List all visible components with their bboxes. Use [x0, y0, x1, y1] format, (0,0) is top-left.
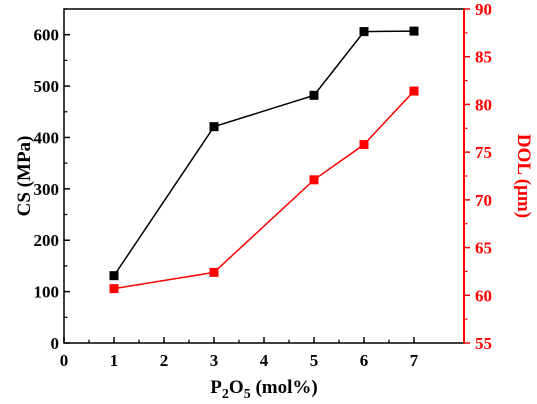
x-axis-label: P2O5 (mol%)	[210, 377, 317, 402]
cs-series-line	[113, 30, 415, 277]
series-layer	[109, 26, 419, 294]
y-left-tick-label: 400	[34, 128, 60, 147]
plot-frame	[63, 8, 465, 344]
y-left-axis-label: CS (MPa)	[14, 136, 35, 217]
y-right-tick-label: 90	[475, 0, 492, 19]
x-tick-label: 5	[310, 351, 319, 370]
y-left-tick-label: 200	[34, 231, 60, 250]
cs-data-point	[309, 90, 319, 100]
dol-data-point	[359, 140, 369, 150]
y-right-axis-label: DOL (μm)	[513, 134, 534, 218]
y-right-tick-label: 55	[475, 334, 492, 353]
cs-data-point	[209, 122, 219, 132]
cs-data-point	[359, 27, 369, 37]
y-left-tick-label: 600	[34, 26, 60, 45]
y-left-tick-label: 500	[34, 77, 60, 96]
y-right-tick-label: 60	[475, 286, 492, 305]
y-right-tick-label: 70	[475, 191, 492, 210]
x-tick-label: 1	[110, 351, 119, 370]
y-right-tick-label: 85	[475, 48, 492, 67]
x-axis-label-base: P	[210, 377, 222, 398]
x-axis-label-mid: O	[229, 377, 244, 398]
dol-data-point	[209, 267, 219, 277]
x-tick-label: 3	[210, 351, 219, 370]
cs-data-point	[409, 26, 419, 36]
x-axis-label-sub1: 2	[222, 387, 229, 402]
dol-data-point	[409, 86, 419, 96]
dol-data-point	[109, 284, 119, 294]
y-right-tick-label: 80	[475, 95, 492, 114]
x-tick-label: 7	[410, 351, 419, 370]
y-right-tick-label: 75	[475, 143, 492, 162]
x-axis-label-unit: (mol%)	[251, 377, 318, 398]
dol-series-line	[113, 90, 415, 290]
x-axis-label-sub2: 5	[244, 387, 251, 402]
x-tick-label: 0	[60, 351, 69, 370]
y-left-tick-label: 300	[34, 180, 60, 199]
y-left-tick-label: 0	[51, 334, 60, 353]
y-right-tick-label: 65	[475, 239, 492, 258]
cs-data-point	[109, 271, 119, 281]
y-left-tick-label: 100	[34, 283, 60, 302]
x-tick-label: 4	[260, 351, 269, 370]
x-tick-label: 2	[160, 351, 169, 370]
ticks-layer: 0 1 2 3 4 5 6 701002003004005006005560657075808…	[34, 0, 493, 370]
x-tick-label: 6	[360, 351, 369, 370]
dol-data-point	[309, 175, 319, 185]
